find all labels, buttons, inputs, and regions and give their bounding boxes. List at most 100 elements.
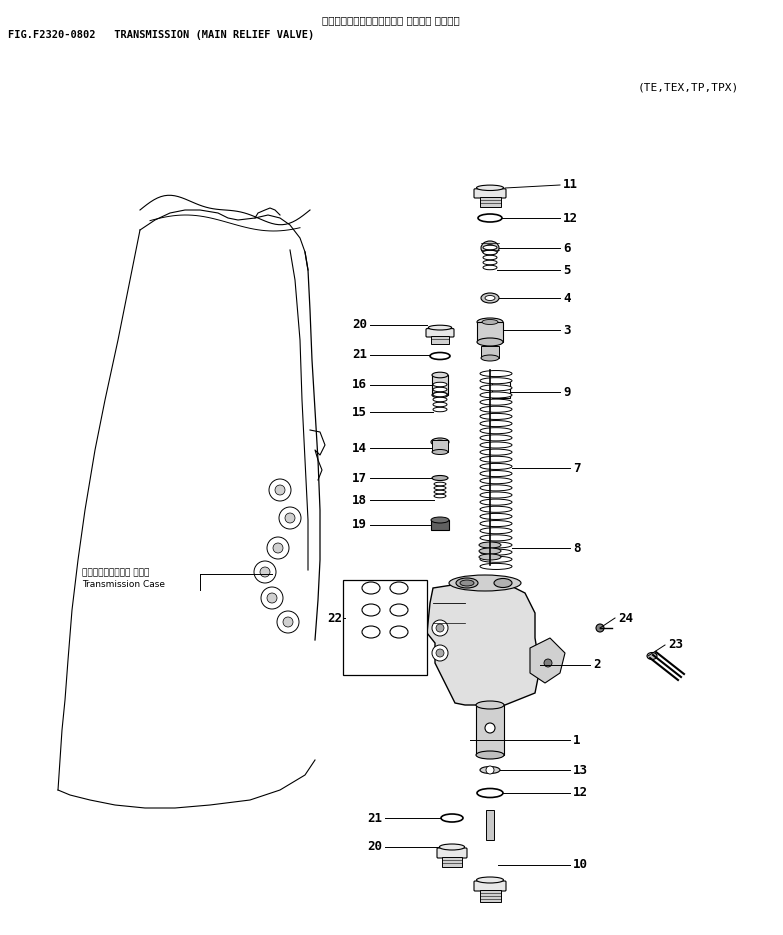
Ellipse shape	[433, 382, 447, 387]
Ellipse shape	[494, 579, 512, 587]
Ellipse shape	[390, 604, 408, 616]
Ellipse shape	[480, 521, 512, 526]
Ellipse shape	[430, 352, 450, 359]
Circle shape	[436, 624, 444, 632]
Text: (TE,TEX,TP,TPX): (TE,TEX,TP,TPX)	[638, 82, 739, 92]
Circle shape	[432, 645, 448, 661]
Ellipse shape	[434, 486, 446, 490]
Bar	[431, 336, 449, 344]
Circle shape	[432, 620, 448, 636]
Circle shape	[279, 507, 301, 529]
Ellipse shape	[432, 450, 448, 454]
FancyBboxPatch shape	[474, 881, 506, 891]
Ellipse shape	[481, 355, 499, 361]
Text: 18: 18	[352, 494, 367, 507]
Ellipse shape	[480, 421, 512, 426]
Ellipse shape	[476, 701, 504, 709]
FancyBboxPatch shape	[437, 848, 467, 858]
Ellipse shape	[483, 255, 497, 260]
Ellipse shape	[647, 653, 657, 659]
Bar	[477, 322, 503, 342]
Text: トランスミッション（メイン リリーフ バルブ）: トランスミッション（メイン リリーフ バルブ）	[322, 15, 460, 25]
Ellipse shape	[480, 478, 512, 483]
Bar	[479, 890, 500, 902]
Circle shape	[267, 537, 289, 559]
Text: 21: 21	[367, 812, 382, 825]
Circle shape	[544, 659, 552, 667]
Ellipse shape	[477, 877, 503, 883]
Ellipse shape	[480, 385, 512, 391]
Ellipse shape	[434, 495, 446, 497]
Ellipse shape	[480, 506, 512, 512]
Bar	[479, 197, 500, 207]
Text: 5: 5	[563, 264, 571, 277]
Bar	[442, 857, 462, 867]
Circle shape	[485, 723, 495, 733]
Circle shape	[285, 513, 295, 523]
Ellipse shape	[435, 440, 445, 444]
Ellipse shape	[480, 435, 512, 441]
Ellipse shape	[482, 320, 498, 324]
Text: 11: 11	[563, 179, 578, 192]
Ellipse shape	[480, 556, 512, 562]
Ellipse shape	[480, 535, 512, 540]
Ellipse shape	[481, 293, 499, 303]
Polygon shape	[427, 583, 540, 705]
Text: 9: 9	[563, 385, 571, 398]
Bar	[432, 375, 448, 395]
Text: 19: 19	[352, 519, 367, 531]
Ellipse shape	[483, 251, 497, 254]
Bar	[476, 705, 504, 755]
Ellipse shape	[480, 767, 500, 773]
Ellipse shape	[460, 580, 474, 586]
Circle shape	[283, 617, 293, 627]
Ellipse shape	[432, 392, 448, 397]
Text: 15: 15	[352, 406, 367, 419]
FancyBboxPatch shape	[426, 328, 454, 337]
Ellipse shape	[477, 318, 503, 326]
Ellipse shape	[480, 549, 512, 555]
Circle shape	[267, 593, 277, 603]
Text: 14: 14	[352, 441, 367, 454]
Bar	[343, 580, 427, 675]
Circle shape	[269, 479, 291, 501]
Ellipse shape	[441, 814, 463, 822]
Ellipse shape	[477, 185, 503, 191]
Ellipse shape	[432, 372, 448, 378]
Circle shape	[436, 649, 444, 657]
Bar	[432, 440, 448, 452]
Ellipse shape	[480, 399, 512, 405]
Text: FIG.F2320-0802   TRANSMISSION (MAIN RELIEF VALVE): FIG.F2320-0802 TRANSMISSION (MAIN RELIEF…	[8, 30, 314, 40]
Ellipse shape	[480, 492, 512, 498]
Text: 20: 20	[352, 319, 367, 332]
Ellipse shape	[433, 387, 447, 392]
Ellipse shape	[480, 449, 512, 455]
Text: 20: 20	[367, 841, 382, 854]
Ellipse shape	[432, 476, 448, 481]
Ellipse shape	[431, 517, 449, 523]
FancyBboxPatch shape	[474, 189, 506, 198]
Text: 13: 13	[573, 764, 588, 776]
Ellipse shape	[433, 408, 447, 411]
Ellipse shape	[362, 582, 380, 594]
Ellipse shape	[439, 844, 464, 850]
Ellipse shape	[480, 456, 512, 462]
Text: 4: 4	[563, 292, 571, 305]
Text: 2: 2	[593, 658, 601, 671]
Ellipse shape	[485, 244, 495, 252]
Text: 7: 7	[573, 462, 580, 474]
Circle shape	[486, 766, 494, 774]
Circle shape	[596, 624, 604, 632]
Circle shape	[254, 561, 276, 583]
Ellipse shape	[480, 464, 512, 469]
Ellipse shape	[390, 626, 408, 638]
Ellipse shape	[481, 241, 499, 255]
Ellipse shape	[480, 485, 512, 491]
Text: 22: 22	[327, 611, 342, 625]
Text: 16: 16	[352, 379, 367, 392]
Ellipse shape	[433, 393, 447, 396]
Ellipse shape	[479, 542, 501, 548]
Text: 10: 10	[573, 858, 588, 871]
Ellipse shape	[480, 442, 512, 448]
Circle shape	[261, 587, 283, 609]
